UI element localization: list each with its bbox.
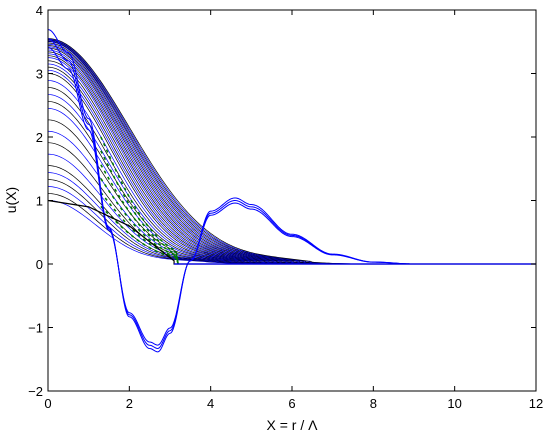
x-tick-label: 10	[447, 396, 461, 411]
green-strand	[100, 150, 179, 265]
green-strand	[100, 178, 179, 265]
y-tick-label: −1	[28, 321, 43, 336]
green-strand	[100, 136, 179, 265]
green-strand	[100, 192, 179, 265]
y-tick-label: 4	[36, 3, 43, 18]
green-strand	[100, 164, 179, 265]
x-axis-label: X = r / Λ	[267, 417, 319, 433]
y-tick-label: 3	[36, 67, 43, 82]
x-tick-label: 4	[207, 396, 214, 411]
x-tick-label: 0	[44, 396, 51, 411]
x-tick-label: 2	[126, 396, 133, 411]
y-tick-label: 0	[36, 257, 43, 272]
y-tick-label: 2	[36, 130, 43, 145]
x-tick-label: 8	[370, 396, 377, 411]
y-axis-label: u(X)	[3, 187, 19, 213]
x-tick-label: 12	[529, 396, 543, 411]
x-tick-label: 6	[288, 396, 295, 411]
curves-layer	[48, 29, 536, 353]
y-tick-label: −2	[28, 384, 43, 399]
y-tick-label: 1	[36, 194, 43, 209]
